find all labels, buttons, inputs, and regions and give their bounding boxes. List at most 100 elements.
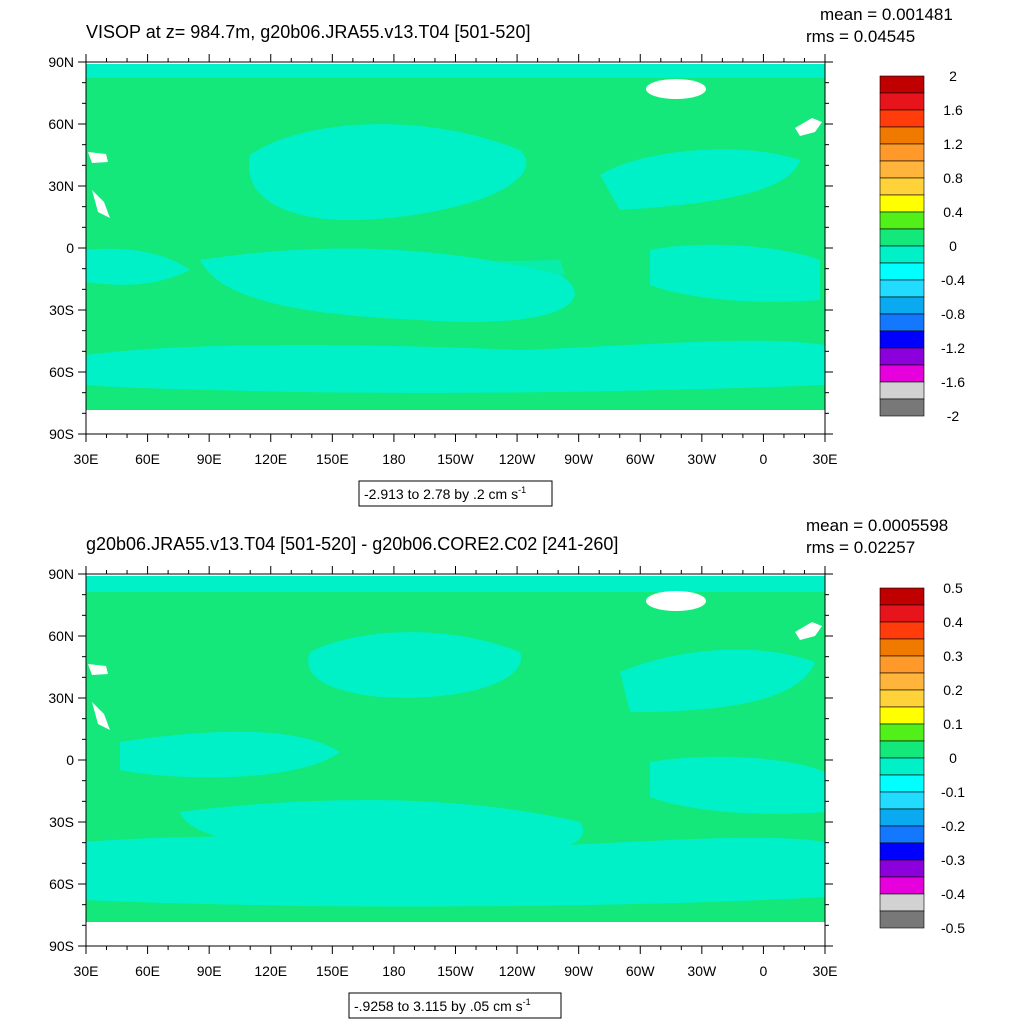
lon-tick-label: 120W: [499, 963, 536, 979]
lon-tick-label: 30W: [687, 963, 717, 979]
lat-tick-label: 90N: [48, 54, 74, 70]
colorbar-swatch: [879, 177, 925, 196]
lon-tick-label: 30E: [74, 451, 99, 467]
colorbar-swatch: [879, 160, 925, 179]
colorbar-label: 2: [949, 68, 957, 84]
lon-tick-label: 0: [760, 451, 768, 467]
colorbar-swatch: [879, 75, 925, 94]
colorbar-swatch: [879, 672, 925, 691]
colorbar-swatch: [879, 194, 925, 213]
lon-tick-label: 90W: [564, 451, 594, 467]
latitude-axis: 90N 60N 30N 0 30S 60S 90S: [48, 566, 833, 954]
svg-text:-2.913 to 2.78 by .2 cm s-1: -2.913 to 2.78 by .2 cm s-1: [364, 485, 526, 502]
lat-tick-label: 0: [66, 240, 74, 256]
colorbar-swatch: [879, 330, 925, 349]
lat-tick-label: 30S: [49, 814, 74, 830]
latitude-axis: 90N 60N 30N 0 30S 60S 90S: [48, 54, 833, 442]
longitude-axis: 30E 60E 90E 120E 150E 180 150W 120W 90W 60W 30W 0 30…: [74, 566, 838, 979]
colorbar-label: -0.8: [941, 306, 965, 322]
lat-tick-label: 60N: [48, 628, 74, 644]
colorbar-swatch: [879, 655, 925, 674]
colorbar-swatch: [879, 126, 925, 145]
colorbar-swatch: [879, 706, 925, 725]
colorbar-swatch: [879, 774, 925, 793]
colorbar-swatch: [879, 313, 925, 332]
colorbar-label: -2: [947, 408, 960, 424]
lon-tick-label: 30E: [813, 963, 838, 979]
colorbar-swatch: [879, 791, 925, 810]
lon-tick-label: 60E: [135, 963, 160, 979]
colorbar-swatch: [879, 228, 925, 247]
colorbar-swatch: [879, 211, 925, 230]
colorbar-swatch: [879, 859, 925, 878]
colorbar-label: 0.5: [943, 580, 963, 596]
colorbar-label: 0.3: [943, 648, 963, 664]
colorbar-swatch: [879, 842, 925, 861]
colorbar-label: 1.2: [943, 136, 963, 152]
colorbar-swatch: [879, 604, 925, 623]
colorbar-swatch: [879, 92, 925, 111]
colorbar-label: -0.4: [941, 272, 965, 288]
colorbar-label: -0.2: [941, 818, 965, 834]
lon-tick-label: 90W: [564, 963, 594, 979]
range-box: -2.913 to 2.78 by .2 cm s-1: [358, 480, 553, 507]
map-panel-bottom: g20b06.JRA55.v13.T04 [501-520] - g20b06.…: [48, 516, 965, 1019]
colorbar-swatch: [879, 621, 925, 640]
colorbar-swatch: [879, 245, 925, 264]
rms-label: rms = 0.02257: [806, 538, 915, 557]
colorbar-swatch: [879, 143, 925, 162]
colorbar-label: -0.4: [941, 886, 965, 902]
lon-tick-label: 120E: [254, 451, 287, 467]
colorbar: 2 1.6 1.2 0.8 0.4 0 -0.4 -0.8 -1.2 -1.6 -2: [879, 68, 965, 424]
colorbar: 0.5 0.4 0.3 0.2 0.1 0 -0.1 -0.2 -0.3 -0.4 -0.5: [879, 580, 965, 936]
colorbar-swatch: [879, 587, 925, 606]
mean-label: mean = 0.001481: [820, 5, 953, 24]
lon-tick-label: 60W: [626, 451, 656, 467]
lat-tick-label: 0: [66, 752, 74, 768]
lon-tick-label: 60E: [135, 451, 160, 467]
colorbar-label: 0.4: [943, 614, 963, 630]
colorbar-swatch: [879, 262, 925, 281]
colorbar-label: -1.2: [941, 340, 965, 356]
colorbar-swatch: [879, 825, 925, 844]
colorbar-label: 1.6: [943, 102, 963, 118]
lat-tick-label: 90S: [49, 938, 74, 954]
colorbar-swatch: [879, 279, 925, 298]
colorbar-swatch: [879, 296, 925, 315]
lon-tick-label: 120E: [254, 963, 287, 979]
map-field: [86, 574, 825, 946]
lon-tick-label: 150W: [437, 451, 474, 467]
lat-tick-label: 30S: [49, 302, 74, 318]
colorbar-swatch: [879, 893, 925, 912]
colorbar-label: -0.3: [941, 852, 965, 868]
colorbar-swatch: [879, 740, 925, 759]
colorbar-swatch: [879, 347, 925, 366]
colorbar-label: -0.5: [941, 920, 965, 936]
lon-tick-label: 120W: [499, 451, 536, 467]
colorbar-label: -0.1: [941, 784, 965, 800]
colorbar-label: 0.1: [943, 716, 963, 732]
colorbar-swatch: [879, 876, 925, 895]
colorbar-swatch: [879, 808, 925, 827]
lon-tick-label: 90E: [197, 963, 222, 979]
lon-tick-label: 90E: [197, 451, 222, 467]
lon-tick-label: 30E: [74, 963, 99, 979]
lon-tick-label: 150W: [437, 963, 474, 979]
colorbar-swatch: [879, 109, 925, 128]
lon-tick-label: 60W: [626, 963, 656, 979]
colorbar-swatch: [879, 638, 925, 657]
lat-tick-label: 60S: [49, 364, 74, 380]
mean-label: mean = 0.0005598: [806, 516, 948, 535]
lat-tick-label: 60N: [48, 116, 74, 132]
range-box: -.9258 to 3.115 by .05 cm s-1: [348, 992, 562, 1019]
lon-tick-label: 30W: [687, 451, 717, 467]
lat-tick-label: 90S: [49, 426, 74, 442]
lat-tick-label: 30N: [48, 178, 74, 194]
colorbar-swatch: [879, 398, 925, 417]
lon-tick-label: 180: [382, 963, 406, 979]
colorbar-swatch: [879, 910, 925, 929]
lat-tick-label: 90N: [48, 566, 74, 582]
lon-tick-label: 0: [760, 963, 768, 979]
colorbar-label: -1.6: [941, 374, 965, 390]
longitude-axis: 30E 60E 90E 120E 150E 180 150W 120W 90W 60W 30W 0 30…: [74, 54, 837, 467]
